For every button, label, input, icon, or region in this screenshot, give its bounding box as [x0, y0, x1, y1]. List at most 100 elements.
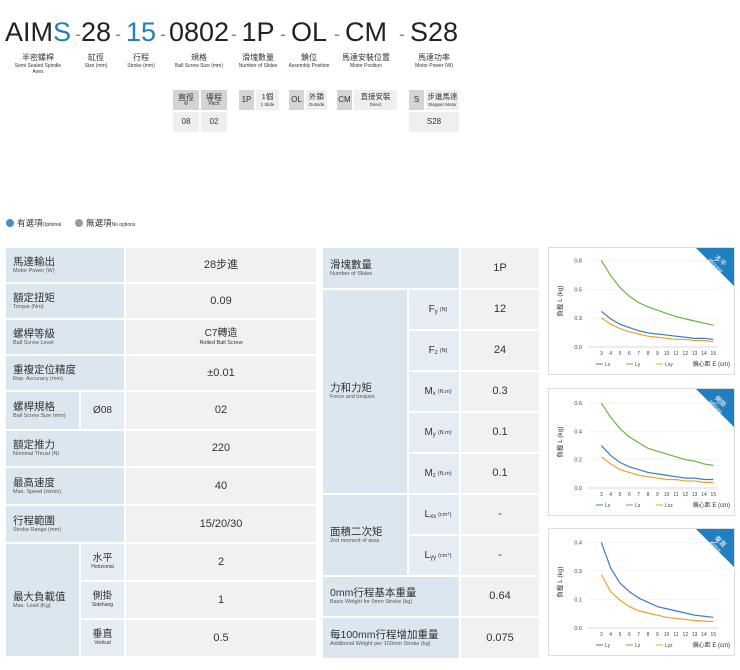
y-tick-label: 0.6: [574, 401, 582, 407]
model-code: 0802: [159, 16, 239, 48]
label-en: Rep. Accuracy (mm): [13, 375, 63, 382]
option-header: 導程 Pitch: [200, 89, 228, 111]
option-zh: 外鎖: [309, 92, 324, 102]
unit: (N): [439, 348, 448, 355]
y-tick-label: 0.3: [574, 316, 582, 322]
value-cell: -: [460, 494, 540, 535]
code-part: AIM: [4, 17, 53, 47]
option-code-text: S: [413, 95, 420, 105]
separator: -: [75, 24, 81, 44]
option-desc: 外鎖 Outside: [305, 89, 328, 111]
label-zh: 最大負載值: [13, 590, 66, 603]
label-zh: 額定推力: [13, 439, 55, 452]
sub-label: 側掛 Sidehang: [80, 581, 125, 619]
option-header: 直徑 Φ: [172, 89, 200, 111]
value-text: 0.5: [213, 631, 229, 644]
x-tick-label: 13: [692, 632, 698, 638]
segment-en: Semi Sealed Spindle Axes: [14, 63, 62, 75]
y-tick-label: 0.3: [574, 569, 582, 575]
value-text: 1: [217, 593, 225, 606]
separator: -: [231, 24, 237, 44]
label-zh: 面積二次矩: [330, 525, 383, 538]
model-code: 1P: [218, 16, 298, 48]
legend-text: 無選項 No options: [86, 217, 135, 229]
value-cell: ±0.01: [125, 355, 317, 391]
series-line: [600, 542, 714, 618]
model-code: AIM S: [0, 16, 78, 48]
legend-label: Lyz: [665, 643, 673, 649]
unit: (N): [439, 307, 448, 314]
x-axis-label: 偏心距 E (cm): [693, 501, 730, 509]
code-part: S28: [409, 17, 459, 47]
y-tick-label: 0.0: [574, 345, 582, 351]
x-tick-label: 15: [711, 492, 717, 498]
option-desc: 步進馬達 Stepper Motor: [425, 89, 460, 111]
value-text: 12: [493, 303, 507, 316]
value-cell: 24: [460, 330, 540, 371]
label-en: Motor Power (W): [13, 267, 55, 274]
legend-dot: [75, 219, 83, 227]
code-part: OL: [290, 17, 328, 47]
row-label: 行程範圍 Stroke Range (mm): [5, 505, 125, 543]
code-part: S: [53, 17, 72, 47]
segment-en: Motor Position: [350, 63, 382, 69]
x-tick-label: 7: [637, 632, 640, 638]
y-axis-label: 負載 L (kg): [555, 285, 564, 316]
segment-zh: 鎖位: [301, 53, 317, 62]
separator: -: [160, 24, 166, 44]
model-code: OL: [269, 16, 349, 48]
model-code: 15: [101, 16, 181, 48]
row-label: 面積二次矩 2nd moment of area: [322, 494, 408, 576]
unit: (N.m): [437, 389, 452, 396]
row-label: 力和力矩 Force and torques: [322, 289, 408, 494]
value-text: 24: [493, 344, 507, 357]
x-tick-label: 7: [637, 351, 640, 357]
label-en: Nominal Thrust (N): [13, 451, 60, 458]
value-text: 02: [214, 404, 228, 417]
model-code: CM: [326, 16, 406, 48]
x-tick-label: 3: [600, 632, 603, 638]
option-code-text: CM: [338, 95, 351, 105]
label-en: Number of Slides: [330, 270, 373, 277]
value-text: -: [498, 549, 502, 562]
y-tick-label: 0.0: [574, 626, 582, 632]
y-axis-label: 負載 L (kg): [555, 566, 564, 597]
y-tick-label: 0.4: [574, 540, 582, 546]
chart-frame: [548, 388, 735, 516]
legend-label: Lxy: [665, 362, 673, 368]
badge: [696, 529, 734, 567]
x-tick-label: 10: [664, 492, 670, 498]
x-tick-label: 6: [628, 632, 631, 638]
sym: L: [424, 508, 431, 520]
model-code: S28: [394, 16, 474, 48]
series-line: [600, 317, 714, 343]
segment-en: Motor Power (W): [415, 63, 453, 69]
value-cell: 02: [125, 391, 317, 430]
sub-text: Ø08: [93, 404, 112, 416]
sub-label: Ø08: [80, 391, 125, 430]
x-tick-label: 5: [619, 351, 622, 357]
row-label: 每100mm行程增加重量 Additional Weight per 100mm …: [322, 617, 460, 659]
option-desc: 直接安裝 Direct: [353, 89, 398, 111]
series-line: [600, 574, 714, 623]
label-en: Basic Weight for 0mm Stroke (kg): [330, 599, 413, 606]
y-tick-label: 0.1: [574, 598, 582, 604]
label-zh: 行程範圍: [13, 514, 55, 527]
value-cell: 15/20/30: [125, 505, 317, 543]
row-label: 最高速度 Max. Speed (mm/s): [5, 467, 125, 505]
label-zh: 滑塊數量: [330, 258, 372, 271]
value-text: 15/20/30: [199, 517, 243, 530]
value-cell: 12: [460, 289, 540, 330]
model-code: 28: [56, 16, 136, 48]
segment-zh: 行程: [133, 53, 149, 62]
value-zh: C7轉造: [204, 328, 238, 340]
label-en: Max. Speed (mm/s): [13, 488, 61, 495]
badge: [696, 389, 734, 427]
sym: M: [424, 467, 433, 479]
option-code: 1P: [238, 89, 255, 111]
y-tick-label: 0.0: [574, 486, 582, 492]
separator: -: [399, 24, 405, 44]
option-value-text: S28: [426, 117, 442, 127]
segment-en: Stroke (mm): [127, 63, 155, 69]
